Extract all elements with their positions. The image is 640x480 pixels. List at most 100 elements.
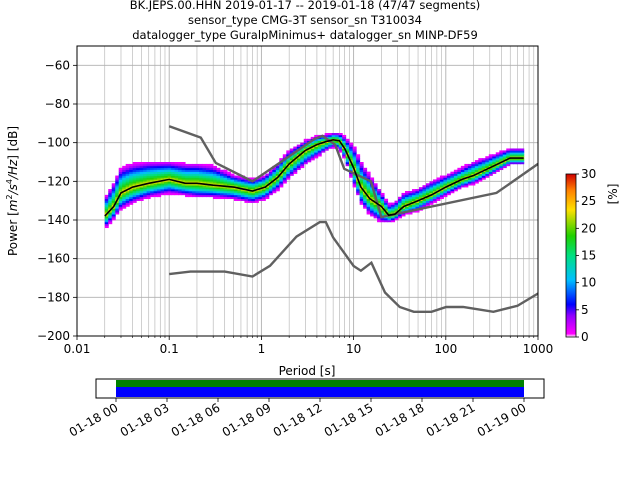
- psd-cell: [167, 191, 172, 194]
- psd-cell: [226, 177, 231, 180]
- psd-cell: [335, 136, 340, 140]
- psd-cell: [129, 165, 134, 169]
- psd-cell: [464, 169, 469, 172]
- psd-cell: [516, 148, 521, 151]
- psd-cell: [513, 152, 518, 155]
- psd-cell: [366, 198, 371, 201]
- psd-cell: [314, 150, 319, 153]
- psd-cell: [104, 198, 109, 201]
- psd-cell: [488, 160, 493, 163]
- psd-cell: [359, 171, 364, 174]
- psd-cell: [359, 202, 364, 205]
- psd-cell: [363, 192, 368, 196]
- psd-cell: [185, 179, 190, 182]
- psd-cell: [233, 185, 238, 188]
- psd-cell: [136, 167, 141, 171]
- psd-cell: [356, 169, 361, 172]
- psd-cell: [439, 189, 444, 192]
- psd-cell: [143, 179, 148, 182]
- psd-cell: [233, 191, 238, 194]
- psd-cell: [136, 191, 141, 194]
- psd-cell: [216, 175, 221, 178]
- psd-cell: [495, 163, 500, 167]
- psd-cell: [129, 200, 134, 203]
- psd-cell: [349, 150, 354, 153]
- psd-cell: [425, 185, 430, 188]
- psd-cell: [418, 204, 423, 207]
- psd-cell: [181, 175, 186, 178]
- psd-cell: [384, 212, 389, 215]
- psd-cell: [111, 191, 116, 194]
- psd-cell: [125, 196, 130, 200]
- psd-cell: [481, 177, 486, 180]
- psd-cell: [363, 183, 368, 186]
- psd-cell: [467, 167, 472, 171]
- psd-cell: [384, 220, 389, 223]
- y-tick-label: −160: [37, 252, 70, 266]
- psd-cell: [342, 134, 347, 138]
- psd-cell: [192, 179, 197, 182]
- psd-cell: [411, 196, 416, 200]
- psd-cell: [240, 179, 245, 182]
- psd-cell: [209, 175, 214, 178]
- psd-cell: [199, 175, 204, 178]
- psd-cell: [499, 163, 504, 167]
- psd-cell: [160, 191, 165, 194]
- psd-cell: [450, 187, 455, 190]
- psd-cell: [118, 175, 123, 178]
- psd-cell: [377, 220, 382, 223]
- psd-cell: [331, 144, 336, 147]
- psd-cell: [310, 148, 315, 151]
- psd-cell: [359, 185, 364, 188]
- psd-cell: [150, 187, 155, 190]
- psd-cell: [136, 171, 141, 174]
- psd-cell: [129, 177, 134, 180]
- psd-cell: [115, 179, 120, 182]
- psd-cell: [219, 189, 224, 192]
- psd-cell: [352, 185, 357, 188]
- psd-cell: [446, 175, 451, 178]
- psd-cell: [139, 185, 144, 188]
- psd-cell: [206, 175, 210, 178]
- psd-cell: [272, 171, 277, 174]
- psd-cell: [345, 160, 350, 163]
- psd-cell: [279, 183, 284, 186]
- psd-cell: [122, 165, 127, 169]
- psd-cell: [226, 192, 231, 196]
- psd-cell: [226, 179, 231, 182]
- psd-cell: [181, 162, 186, 165]
- psd-cell: [108, 214, 113, 217]
- psd-cell: [293, 148, 298, 151]
- psd-cell: [467, 173, 472, 176]
- psd-cell: [436, 189, 441, 192]
- psd-cell: [226, 194, 231, 198]
- psd-cell: [328, 142, 333, 145]
- psd-cell: [296, 146, 301, 149]
- psd-cell: [345, 158, 350, 161]
- psd-cell: [108, 200, 113, 203]
- psd-cell: [481, 165, 486, 169]
- psd-cell: [244, 191, 249, 194]
- psd-cell: [219, 196, 224, 200]
- colorbar-label: [%]: [606, 184, 620, 205]
- psd-cell: [143, 175, 148, 178]
- psd-cell: [373, 187, 378, 190]
- psd-cell: [216, 183, 221, 186]
- psd-cell: [199, 181, 204, 184]
- psd-cell: [488, 162, 493, 165]
- psd-cell: [289, 163, 294, 167]
- psd-cell: [118, 171, 123, 174]
- psd-cell: [150, 165, 155, 169]
- psd-cell: [499, 150, 504, 153]
- psd-cell: [171, 187, 176, 190]
- psd-cell: [380, 194, 385, 198]
- psd-cell: [492, 167, 497, 171]
- psd-cell: [352, 158, 357, 161]
- psd-cell: [373, 206, 378, 209]
- psd-cell: [199, 177, 204, 180]
- psd-cell: [349, 165, 354, 169]
- psd-cell: [391, 204, 396, 207]
- psd-cell: [425, 202, 430, 205]
- psd-cell: [359, 179, 364, 182]
